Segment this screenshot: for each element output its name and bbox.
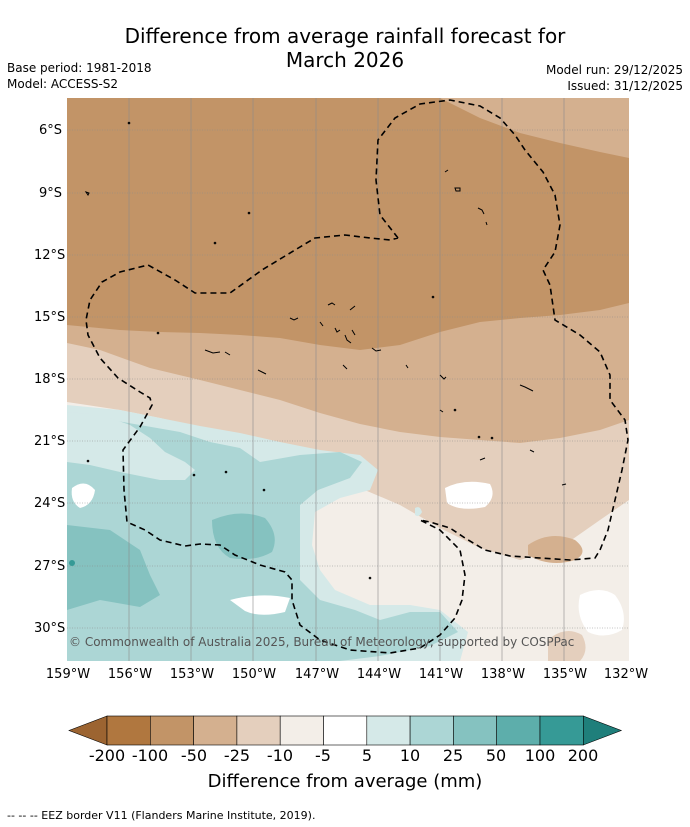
meta-left: Base period: 1981-2018 Model: ACCESS-S2 bbox=[7, 60, 152, 92]
lon-label: 138°W bbox=[480, 667, 526, 682]
white-pocket-right bbox=[445, 481, 493, 509]
colorbar-tick: 10 bbox=[399, 746, 421, 765]
band-plus-50 bbox=[67, 525, 160, 610]
dry-patch-corner bbox=[548, 631, 586, 661]
colorbar-tick: 25 bbox=[442, 746, 464, 765]
model-name: Model: ACCESS-S2 bbox=[7, 77, 119, 91]
map-title: Difference from average rainfall forecas… bbox=[0, 24, 690, 72]
colorbar-tick: -50 bbox=[180, 746, 208, 765]
lon-label: 144°W bbox=[356, 667, 402, 682]
lon-label: 150°W bbox=[231, 667, 277, 682]
band-plus-50-center bbox=[212, 513, 275, 560]
lat-label: 9°S bbox=[38, 186, 62, 201]
rainfall-map bbox=[67, 98, 629, 661]
colorbar-tick: 200 bbox=[567, 746, 599, 765]
lon-label: 147°W bbox=[294, 667, 340, 682]
model-run: Model run: 29/12/2025 bbox=[545, 63, 683, 77]
colorbar-tick: -5 bbox=[315, 746, 331, 765]
lon-label: 135°W bbox=[542, 667, 588, 682]
lat-label: 18°S bbox=[34, 372, 66, 387]
band-plus-10-left bbox=[67, 412, 195, 480]
issued-date: Issued: 31/12/2025 bbox=[567, 79, 683, 93]
dry-patch-small bbox=[528, 536, 583, 564]
islands bbox=[84, 121, 567, 580]
lat-label: 24°S bbox=[34, 496, 66, 511]
white-pocket-left bbox=[71, 483, 95, 508]
white-pocket-southeast bbox=[578, 590, 624, 636]
colorbar-tick: -100 bbox=[131, 746, 169, 765]
lat-label: 12°S bbox=[34, 248, 66, 263]
lon-label: 156°W bbox=[107, 667, 153, 682]
lat-label: 27°S bbox=[34, 559, 66, 574]
title-line-1: Difference from average rainfall forecas… bbox=[124, 24, 566, 48]
colorbar-tick: 100 bbox=[524, 746, 556, 765]
band-minus-100 bbox=[67, 98, 629, 350]
colorbar-title: Difference from average (mm) bbox=[207, 771, 483, 792]
colorbar-tick: 5 bbox=[361, 746, 373, 765]
colorbar-tick: 50 bbox=[485, 746, 507, 765]
colorbar-tick: -10 bbox=[266, 746, 294, 765]
lon-label: 159°W bbox=[45, 667, 91, 682]
lat-label: 30°S bbox=[34, 621, 66, 636]
eez-border bbox=[85, 99, 629, 654]
lat-label: 15°S bbox=[34, 310, 66, 325]
lon-label: 132°W bbox=[603, 667, 649, 682]
meta-right: Model run: 29/12/2025 Issued: 31/12/2025 bbox=[546, 62, 683, 94]
lat-label: 21°S bbox=[34, 434, 66, 449]
white-pocket-south bbox=[230, 595, 290, 615]
colorbar-tick: -25 bbox=[223, 746, 251, 765]
base-period: Base period: 1981-2018 bbox=[7, 61, 152, 75]
copyright-notice: © Commonwealth of Australia 2025, Bureau… bbox=[69, 635, 575, 649]
island-teal-dot bbox=[69, 560, 75, 566]
lat-label: 6°S bbox=[38, 123, 62, 138]
title-line-2: March 2026 bbox=[285, 48, 405, 72]
colorbar-tick: -200 bbox=[88, 746, 126, 765]
eez-footnote: -- -- -- EEZ border V11 (Flanders Marine… bbox=[7, 809, 316, 822]
grid-lines bbox=[67, 98, 629, 661]
small-teal-patch bbox=[415, 507, 422, 516]
lon-label: 141°W bbox=[418, 667, 464, 682]
lon-label: 153°W bbox=[169, 667, 215, 682]
